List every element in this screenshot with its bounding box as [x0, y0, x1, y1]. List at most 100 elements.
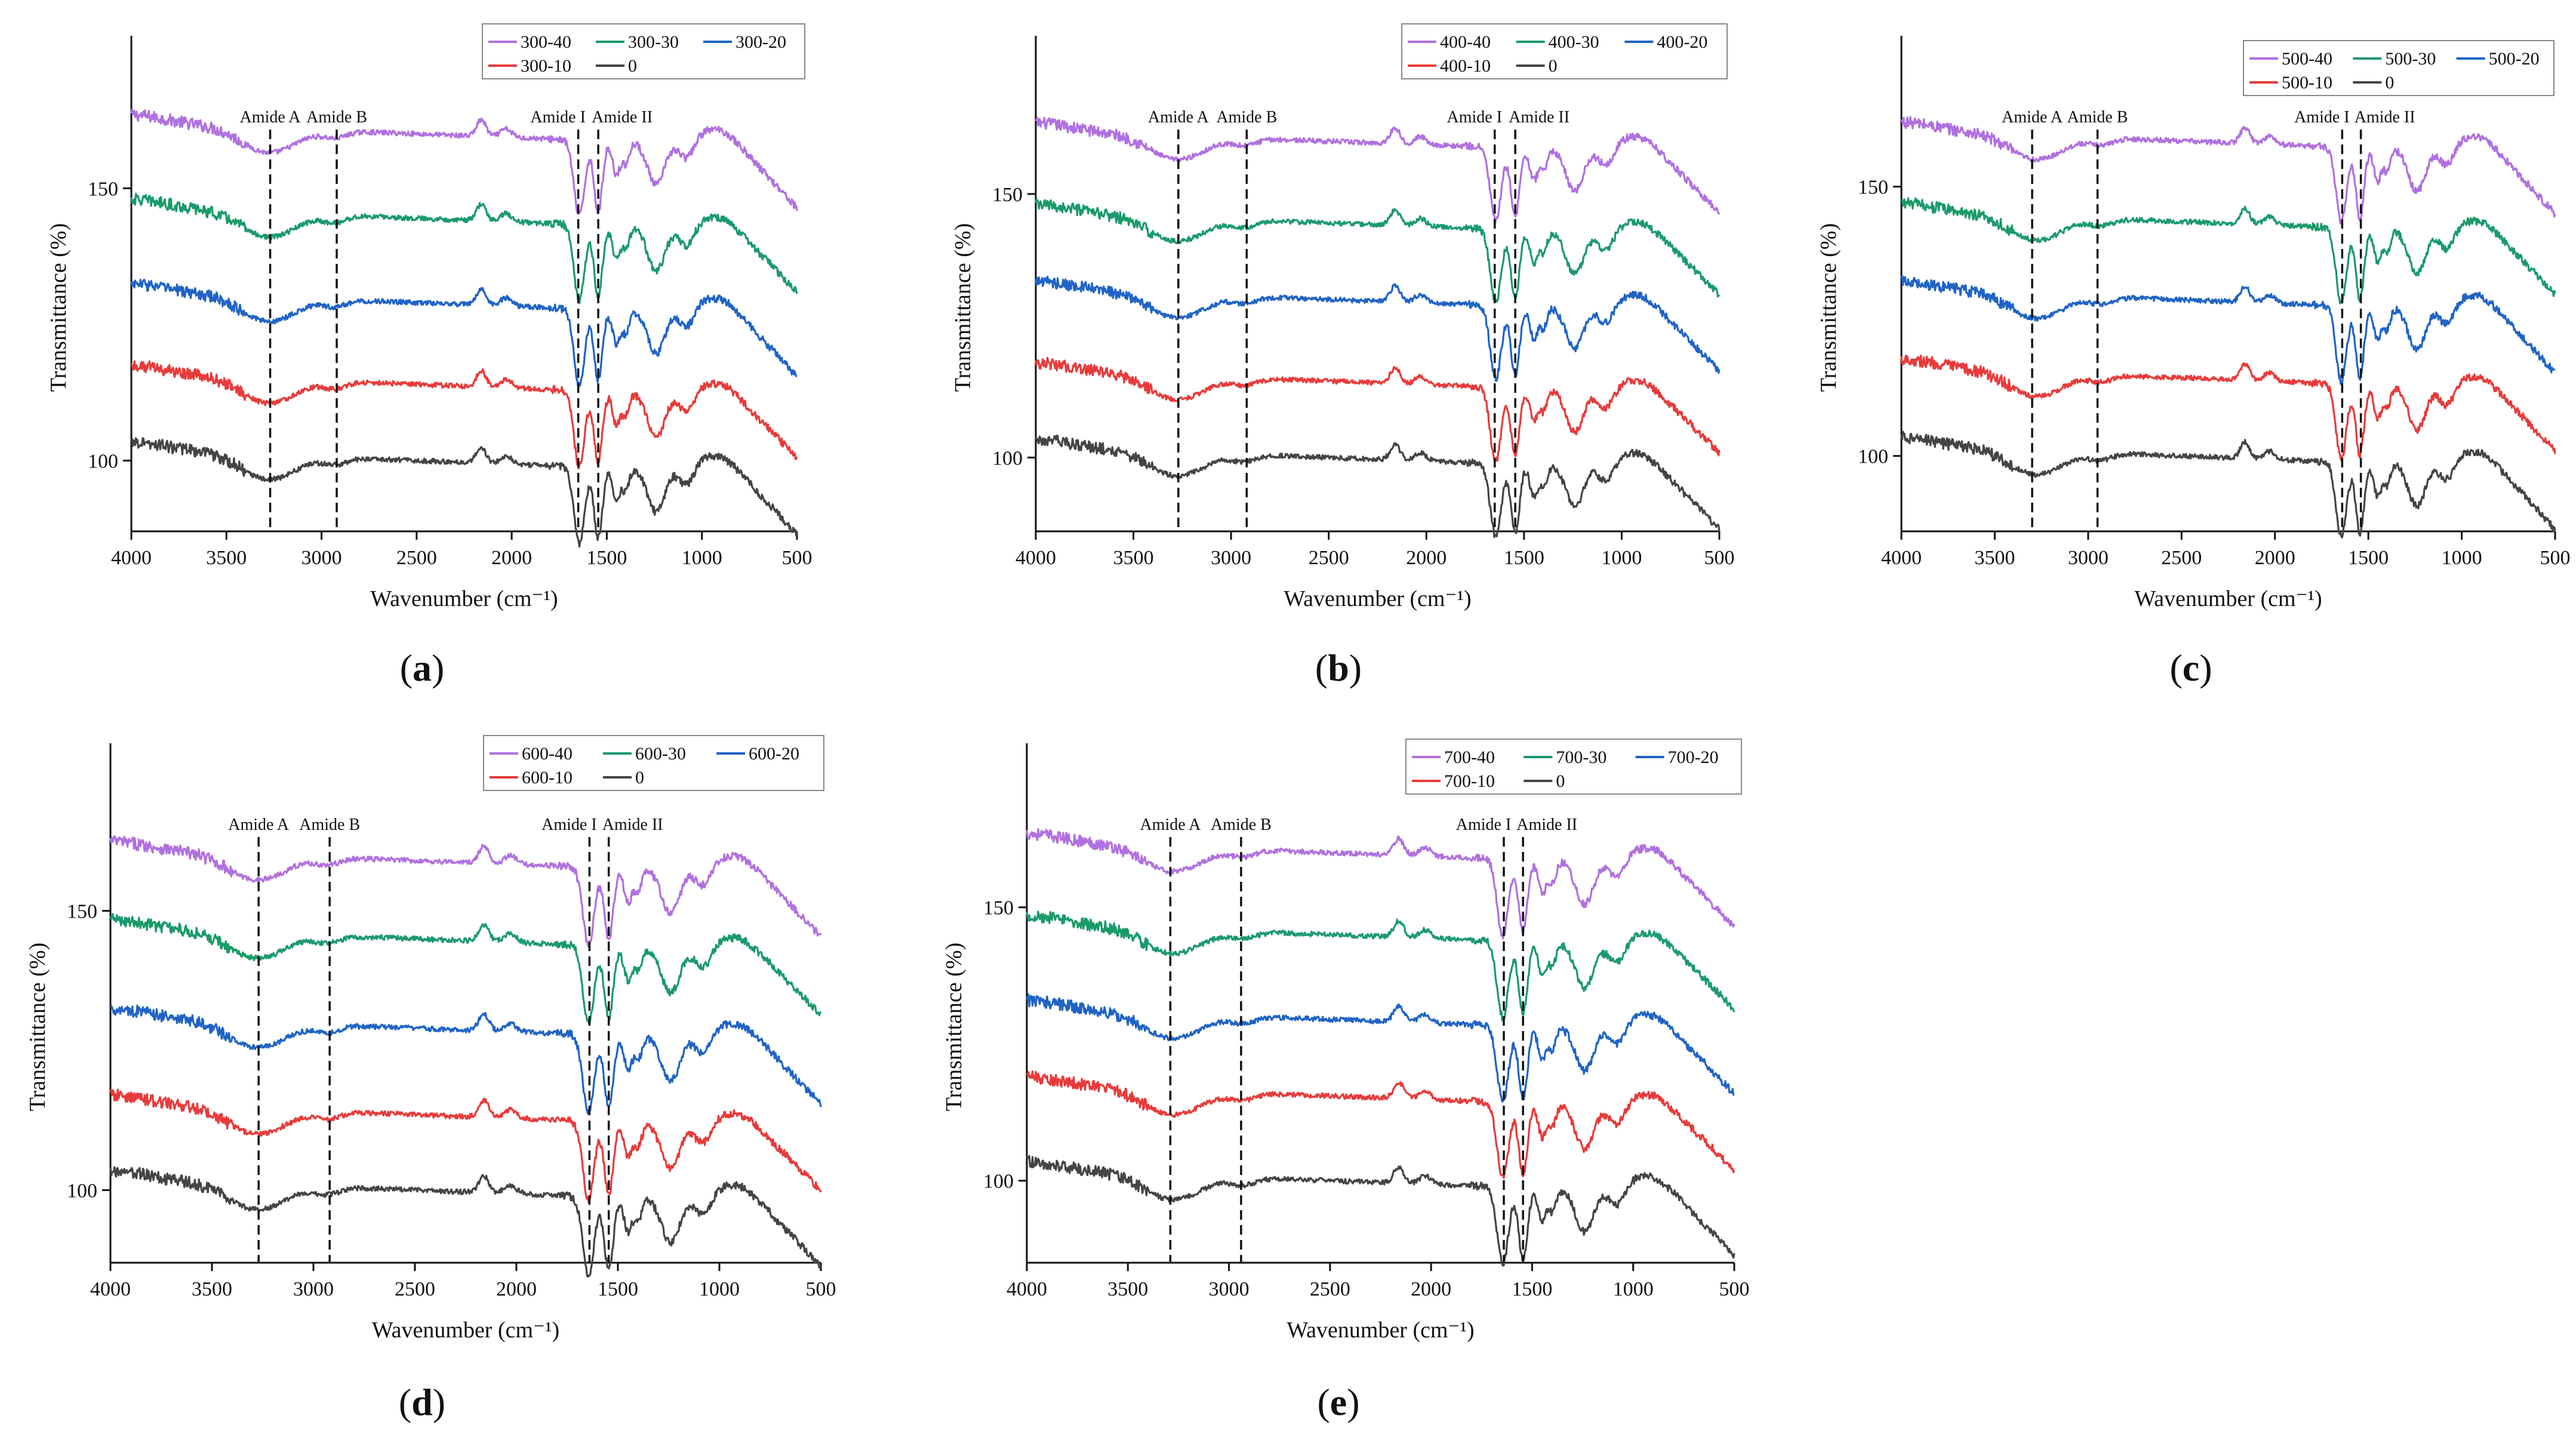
legend-label: 600-40 [522, 744, 573, 764]
y-axis-label: Transmittance (%) [1816, 223, 1841, 392]
panel-caption: (d) [399, 1381, 445, 1423]
legend-label: 300-20 [735, 32, 786, 52]
series-line-600-30 [109, 913, 822, 1025]
legend-label: 0 [1556, 771, 1565, 791]
x-tick-label: 1000 [699, 1278, 740, 1300]
series-line-600-20 [110, 1004, 822, 1115]
legend-box [2243, 40, 2555, 96]
x-tick-label: 2500 [395, 1278, 435, 1300]
legend-label: 0 [635, 768, 644, 787]
y-tick-label: 150 [983, 897, 1014, 919]
y-tick-label: 150 [88, 178, 118, 200]
x-axis-label: Wavenumber (cm⁻¹) [1284, 586, 1471, 611]
legend: 700-40 700-30 700-20 700-10 0 [1405, 739, 1742, 795]
x-tick-label: 2000 [1406, 547, 1447, 569]
legend-label: 400-10 [1440, 56, 1491, 76]
x-tick-label: 1500 [1504, 547, 1544, 569]
y-axis-label: Transmittance (%) [941, 943, 967, 1111]
annotation-label: Amide II [602, 816, 663, 834]
y-tick-label: 150 [67, 901, 97, 923]
panel-caption: (b) [1315, 647, 1362, 689]
series-line-500-10 [1900, 354, 2556, 462]
x-tick-label: 1000 [1601, 547, 1642, 569]
x-tick-label: 500 [782, 547, 812, 569]
series-line-700-30 [1026, 910, 1735, 1022]
series-line-700-10 [1026, 1070, 1735, 1179]
x-tick-label: 3000 [1211, 547, 1251, 569]
x-tick-label: 2000 [496, 1278, 537, 1300]
y-tick-label: 100 [983, 1171, 1014, 1193]
legend-label: 400-20 [1657, 32, 1707, 52]
legend-label: 700-20 [1668, 747, 1719, 767]
annotation-label: Amide I [1447, 108, 1503, 127]
x-tick-label: 3500 [1974, 547, 2015, 569]
x-tick-label: 3000 [301, 547, 342, 569]
annotation-label: Amide B [1216, 108, 1277, 127]
series-line-0 [1035, 435, 1721, 539]
y-tick-label: 150 [992, 184, 1023, 206]
x-tick-label: 500 [2540, 547, 2571, 569]
y-tick-label: 150 [1858, 177, 1888, 199]
panel-b: 4000 3500 3000 2500 2000 1500 1000 500 100 150 Wav… [950, 23, 1735, 689]
y-tick-label: 100 [67, 1180, 97, 1202]
panel-caption: (c) [2169, 647, 2212, 689]
x-tick-label: 1000 [682, 547, 722, 569]
legend-label: 0 [628, 56, 637, 76]
series-line-0 [131, 437, 798, 548]
legend-label: 400-40 [1440, 32, 1491, 52]
annotation-label: Amide B [306, 108, 367, 127]
legend-label: 0 [2385, 73, 2394, 93]
x-tick-label: 1000 [2442, 547, 2482, 569]
legend-label: 600-30 [635, 744, 686, 764]
legend-label: 300-10 [521, 56, 571, 76]
legend-label: 500-10 [2282, 73, 2332, 93]
annotation-label: Amide B [299, 816, 360, 834]
x-tick-label: 2500 [1309, 547, 1349, 569]
series-line-700-20 [1026, 993, 1735, 1103]
x-tick-label: 1500 [1512, 1278, 1552, 1300]
panel-e: 4000 3500 3000 2500 2000 1500 1000 500 100 150 Wav… [941, 739, 1750, 1423]
annotation-label: Amide A [1148, 108, 1209, 127]
series-line-300-40 [130, 108, 798, 215]
annotation-label: Amide B [2067, 108, 2128, 127]
series-line-500-30 [1901, 197, 2556, 304]
legend-label: 600-20 [749, 744, 799, 764]
legend-label: 700-30 [1556, 747, 1606, 767]
series-line-0 [1900, 430, 2556, 539]
series-line-600-10 [109, 1088, 822, 1204]
x-tick-label: 2500 [396, 547, 437, 569]
x-tick-label: 3000 [2068, 547, 2109, 569]
annotation-label: Amide II [1509, 108, 1569, 127]
series-line-300-30 [130, 192, 798, 304]
annotation-label: Amide II [2355, 108, 2415, 127]
x-axis-label: Wavenumber (cm⁻¹) [1287, 1318, 1474, 1343]
panel-caption-letter: c [2183, 647, 2199, 689]
legend-label: 700-10 [1444, 771, 1495, 791]
panel-caption: (e) [1317, 1381, 1359, 1423]
x-tick-label: 1000 [1613, 1278, 1654, 1300]
x-tick-label: 500 [806, 1278, 836, 1300]
annotation-label: Amide I [541, 816, 597, 834]
legend-label: 300-30 [628, 32, 679, 52]
y-axis-label: Transmittance (%) [950, 223, 975, 392]
y-tick-label: 100 [1858, 446, 1888, 468]
x-tick-label: 4000 [1015, 547, 1056, 569]
legend-label: 600-10 [522, 768, 573, 787]
legend-box [1401, 23, 1728, 79]
x-tick-label: 3500 [192, 1278, 232, 1300]
annotation-label: Amide I [2294, 108, 2350, 127]
legend: 300-40 300-30 300-20 300-10 0 [482, 23, 805, 79]
panel-caption-letter: b [1328, 647, 1349, 689]
x-tick-label: 4000 [1881, 547, 1922, 569]
series-line-600-40 [109, 835, 822, 948]
x-tick-label: 500 [1719, 1278, 1750, 1300]
x-tick-label: 1500 [586, 547, 627, 569]
x-tick-label: 2500 [2161, 547, 2202, 569]
panel-caption-letter: e [1330, 1381, 1347, 1423]
annotation-label: Amide A [2002, 108, 2063, 127]
series-line-400-40 [1035, 116, 1721, 224]
legend-label: 500-30 [2385, 49, 2436, 69]
x-tick-label: 500 [1704, 547, 1735, 569]
legend-box [483, 735, 824, 791]
